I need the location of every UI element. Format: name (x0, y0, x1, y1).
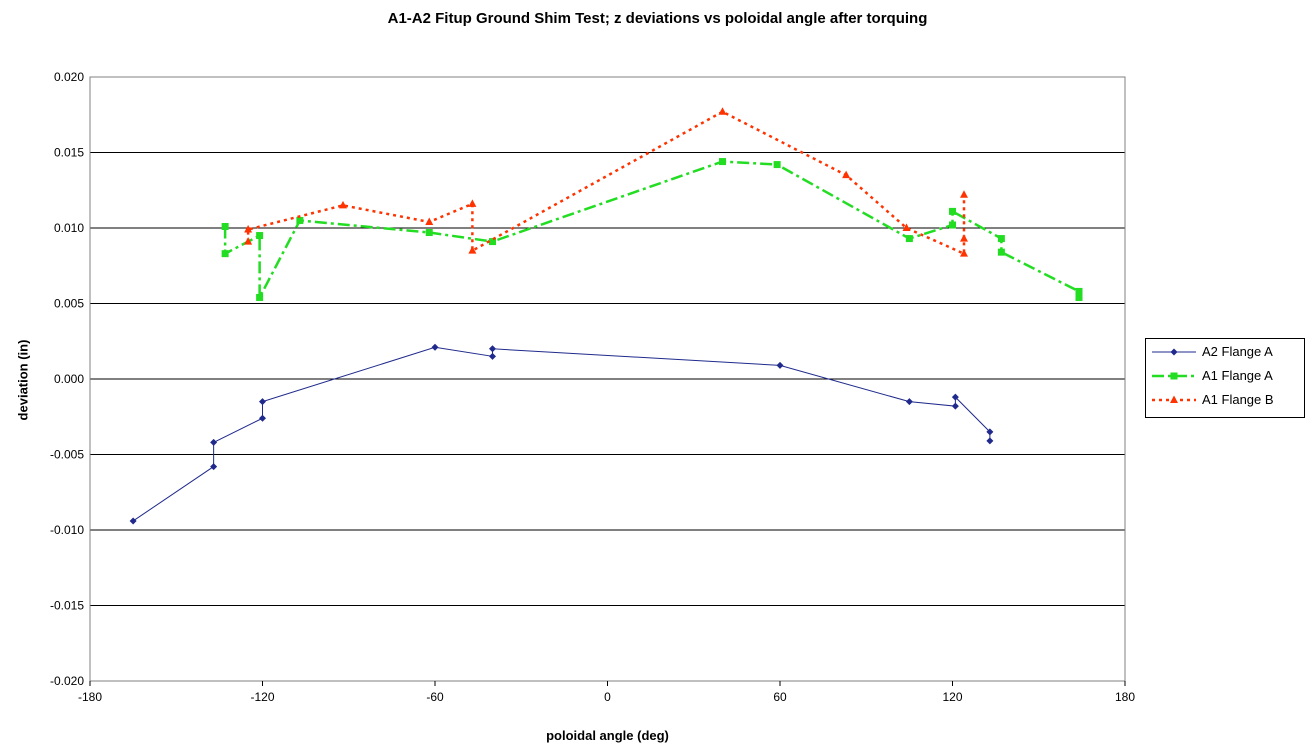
legend-item-a1-flange-a: A1 Flange A (1150, 365, 1302, 387)
data-point (210, 463, 218, 471)
data-point (997, 235, 1005, 243)
y-tick-label: -0.005 (50, 448, 84, 462)
data-point (489, 352, 496, 360)
data-point (296, 216, 304, 224)
data-point (905, 235, 913, 243)
data-point (339, 200, 347, 209)
legend: A2 Flange A A1 Flange A A1 Flange B (1145, 338, 1305, 418)
data-point (244, 237, 253, 245)
data-point (425, 217, 434, 225)
data-point (489, 345, 496, 353)
data-point (221, 250, 229, 258)
data-point (842, 170, 851, 179)
data-point (259, 398, 266, 406)
data-point (905, 398, 913, 406)
series-line (246, 110, 966, 256)
data-point (468, 246, 477, 254)
data-point (719, 158, 726, 166)
data-point (773, 161, 781, 169)
data-point (902, 223, 911, 231)
legend-label-a1-flange-b: A1 Flange B (1202, 392, 1274, 407)
x-tick-label: 120 (942, 690, 962, 704)
data-point (1075, 287, 1083, 295)
data-point (431, 343, 439, 351)
x-tick-label: 60 (773, 690, 787, 704)
series-a1-flange-a (221, 158, 1083, 301)
data-point (997, 248, 1005, 256)
data-point (960, 249, 968, 257)
data-point (718, 107, 727, 115)
y-tick-label: 0.020 (54, 70, 84, 84)
data-point (1075, 293, 1083, 301)
y-tick-label: 0.010 (54, 221, 84, 235)
data-point (210, 438, 218, 446)
series-a2-flange-a (129, 343, 994, 525)
x-tick-label: 0 (604, 690, 611, 704)
series-line (132, 346, 991, 522)
data-point (244, 225, 253, 233)
data-point (256, 232, 264, 240)
series-a1-flange-b (244, 107, 968, 257)
y-axis-label: deviation (in) (15, 339, 31, 421)
data-point (776, 361, 784, 369)
y-tick-label: -0.015 (50, 599, 84, 613)
x-tick-label: -180 (78, 690, 102, 704)
x-tick-label: -120 (250, 690, 274, 704)
y-tick-label: -0.010 (50, 523, 84, 537)
data-point (256, 293, 264, 301)
data-point (221, 222, 229, 230)
x-tick-label: 180 (1115, 690, 1135, 704)
legend-item-a2-flange-a: A2 Flange A (1150, 341, 1302, 363)
data-point (949, 221, 956, 229)
data-point (129, 517, 137, 525)
legend-label-a1-flange-a: A1 Flange A (1202, 368, 1273, 383)
legend-label-a2-flange-a: A2 Flange A (1202, 344, 1273, 359)
data-point (951, 393, 959, 401)
data-point (259, 414, 266, 422)
series-line (223, 160, 1081, 299)
data-point (986, 428, 994, 436)
legend-marker (1170, 372, 1178, 380)
data-point (960, 234, 968, 242)
y-tick-label: 0.005 (54, 297, 84, 311)
legend-item-a1-flange-b: A1 Flange B (1150, 389, 1302, 411)
legend-swatch-a2-flange-a (1152, 348, 1196, 356)
data-point (489, 238, 496, 246)
legend-swatch-a1-flange-a (1152, 372, 1196, 380)
legend-swatch-a1-flange-b (1152, 395, 1196, 403)
data-point (960, 190, 968, 198)
y-tick-label: 0.015 (54, 146, 84, 160)
x-tick-label: -60 (426, 690, 444, 704)
y-tick-label: -0.020 (50, 674, 84, 688)
x-axis-label: poloidal angle (deg) (546, 728, 669, 743)
data-point (949, 207, 956, 215)
data-point (468, 199, 477, 207)
data-point (986, 437, 994, 445)
y-tick-label: 0.000 (54, 372, 84, 386)
chart-title: A1-A2 Fitup Ground Shim Test; z deviatio… (387, 10, 928, 27)
legend-marker (1170, 395, 1178, 403)
legend-marker (1170, 348, 1178, 356)
data-point (425, 229, 433, 237)
data-point (951, 402, 959, 410)
